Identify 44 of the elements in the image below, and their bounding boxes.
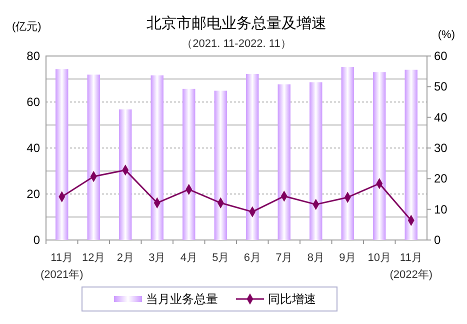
bar xyxy=(182,88,196,240)
x-tick-label: 2月 xyxy=(116,252,134,264)
x-tick-label: 8月 xyxy=(307,252,324,264)
x-tick-label: 7月 xyxy=(276,252,293,264)
bar xyxy=(404,70,418,240)
y-tick-label: 60 xyxy=(26,95,40,109)
x-tick-label: 5月 xyxy=(212,252,230,264)
legend-label: 同比增速 xyxy=(268,292,316,306)
y2-tick-label: 10 xyxy=(434,202,448,216)
bar xyxy=(310,82,322,240)
chart-title: 北京市邮电业务总量及增速 xyxy=(146,15,326,32)
y2-tick-label: 60 xyxy=(434,49,448,63)
y-axis-title: (亿元) xyxy=(12,21,42,33)
x-tick-label: 11月 xyxy=(400,252,422,264)
y-tick-label: 40 xyxy=(26,141,40,155)
bar xyxy=(214,90,227,240)
text: (2021年) xyxy=(40,269,84,281)
y2-tick-label: 20 xyxy=(434,172,448,186)
y-tick-label: 80 xyxy=(26,49,40,63)
legend-label: 当月业务总量 xyxy=(146,292,218,306)
chart-subtitle: （2021. 11-2022. 11） xyxy=(182,38,292,50)
y2-tick-label: 30 xyxy=(434,141,448,155)
bar xyxy=(119,109,132,240)
y2-tick-label: 40 xyxy=(434,110,448,124)
y2-tick-label: 0 xyxy=(434,233,441,247)
bar xyxy=(56,69,68,240)
x-tick-label: 4月 xyxy=(180,252,198,264)
x-tick-label: 12月 xyxy=(82,252,106,264)
x-tick-label: 10月 xyxy=(368,252,391,264)
y-tick-label: 0 xyxy=(33,233,40,247)
x-tick-label: 9月 xyxy=(339,252,356,264)
bar xyxy=(278,84,290,240)
x-tick-label: 3月 xyxy=(148,252,166,264)
bar xyxy=(373,72,386,240)
y-tick-label: 20 xyxy=(26,187,40,201)
y2-tick-label: 50 xyxy=(434,80,448,94)
text: (2022年) xyxy=(390,269,433,281)
bar xyxy=(246,74,259,240)
y2-axis-title: (%) xyxy=(438,29,455,41)
bar xyxy=(341,67,354,240)
x-tick-label: 11月 xyxy=(50,252,74,264)
x-tick-label: 6月 xyxy=(244,252,261,264)
bar xyxy=(87,74,100,240)
bar xyxy=(150,75,164,240)
